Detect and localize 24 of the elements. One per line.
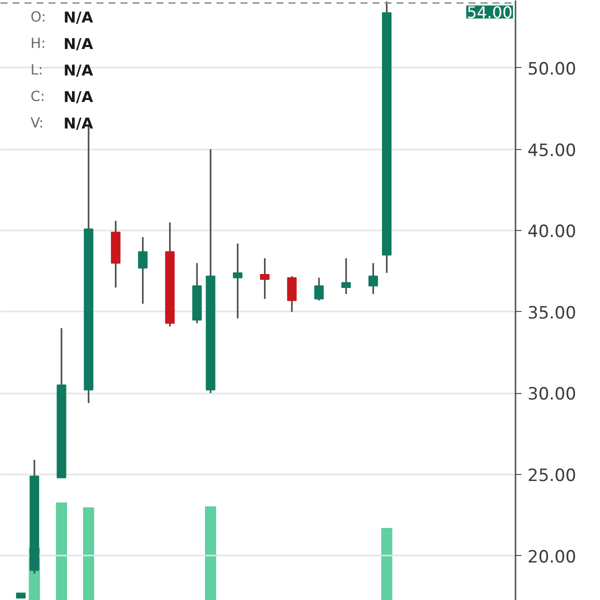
text: C: N/A [30,88,94,106]
text: V: N/A [30,114,94,132]
bar [381,528,392,600]
text: H: N/A [30,35,94,53]
bar [56,502,68,600]
candlestick [287,275,297,313]
y-tick-label: 25.00 [528,466,576,486]
candlestick [314,276,324,302]
y-tick-label: 50.00 [528,59,576,80]
candlestick [232,242,242,320]
candlestick [138,236,148,305]
ref-line-label: 54.00 [466,2,513,22]
candlestick [260,257,270,300]
candlestick [341,257,351,295]
y-tick-label: 45.00 [528,140,576,161]
y-tick-label: 40.00 [528,222,576,242]
bar [205,506,216,600]
y-tick-label: 35.00 [528,303,576,324]
text: O: N/A [30,8,94,26]
bar [83,507,94,600]
candlestick [368,262,378,295]
text: L: N/A [30,62,94,80]
y-tick-label: 30.00 [528,384,576,405]
y-tick-label: 20.00 [528,547,576,568]
